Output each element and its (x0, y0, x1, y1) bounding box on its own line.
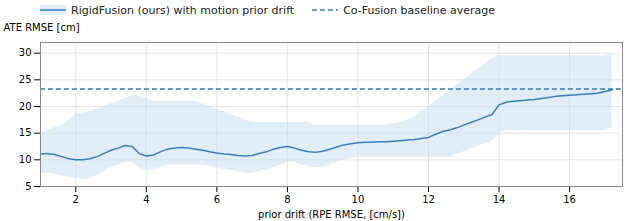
svg-text:8: 8 (284, 194, 290, 205)
svg-text:16: 16 (563, 194, 576, 205)
svg-text:4: 4 (143, 194, 149, 205)
svg-text:2: 2 (73, 194, 79, 205)
svg-text:12: 12 (422, 194, 435, 205)
svg-text:15: 15 (19, 127, 32, 138)
svg-text:10: 10 (352, 194, 365, 205)
html-text:RigidFusion (ours) with motion: RigidFusion (ours) with motion prior dri… (71, 3, 295, 17)
svg-text:5: 5 (25, 181, 31, 192)
svg-text:10: 10 (19, 154, 32, 165)
svg-text:ATE RMSE [cm]: ATE RMSE [cm] (4, 22, 80, 33)
svg-text:20: 20 (19, 101, 32, 112)
svg-text:25: 25 (19, 74, 32, 85)
svg-text:6: 6 (214, 194, 220, 205)
svg-text:14: 14 (493, 194, 506, 205)
svg-text:30: 30 (19, 47, 32, 58)
html-text:Co-Fusion baseline average: Co-Fusion baseline average (343, 3, 495, 17)
svg-text:prior drift (RPE RMSE, [cm/s]): prior drift (RPE RMSE, [cm/s]) (258, 209, 405, 220)
